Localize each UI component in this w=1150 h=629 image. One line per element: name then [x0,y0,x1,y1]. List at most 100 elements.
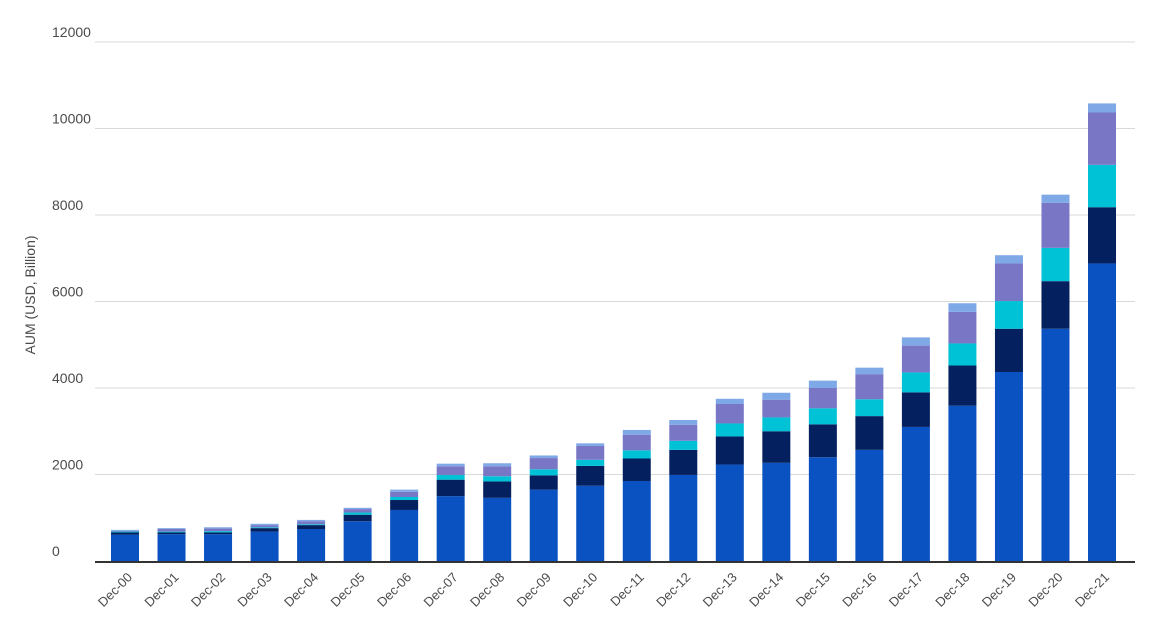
bar-segment [157,528,186,532]
bar-segment [1041,281,1070,329]
bar-segment [204,532,233,535]
x-tick-label: Dec-02 [188,570,228,610]
x-tick-label: Dec-16 [839,570,879,610]
bar-segment [808,408,837,425]
bar-segment [622,450,651,459]
y-axis-title: AUM (USD, Billion) [22,235,38,354]
bar-segment [994,301,1023,329]
bar-segment [250,527,279,529]
bar-segment [855,367,884,375]
bar-segment [808,388,837,409]
bar-segment [436,479,465,497]
bar-segment [576,465,605,486]
x-tick-label: Dec-07 [421,570,461,610]
bar-segment [901,337,930,346]
x-tick-label: Dec-21 [1072,570,1112,610]
bar-segment [111,531,139,533]
bar-segment [762,462,791,561]
x-tick-label: Dec-14 [746,570,786,610]
bar-segment [390,500,419,510]
bar-segment [529,475,558,490]
bar-segment [111,529,139,531]
bar-segment [343,512,372,515]
bar-segment [204,531,233,533]
bar-segment [715,464,744,561]
bar-segment [669,440,698,450]
bar-segment [669,474,698,561]
bar-segment [111,532,139,535]
bar-segment [855,399,884,417]
bar-segment [483,481,512,498]
bar-segment [343,507,372,510]
x-tick-label: Dec-00 [95,570,135,610]
bar-segment [622,480,651,561]
bar-segment [343,509,372,513]
bar-segment [855,416,884,450]
y-tick-label: 6000 [52,284,83,300]
bar-segment [483,463,512,467]
bar-segment [204,534,233,561]
x-tick-label: Dec-13 [700,570,740,610]
x-tick-label: Dec-08 [467,570,507,610]
bar-segment [157,528,186,529]
bar-segment [948,405,977,561]
y-tick-label: 4000 [52,370,83,386]
bar-segment [715,404,744,424]
x-tick-label: Dec-06 [374,570,414,610]
bar-segment [808,380,837,388]
bar-segment [901,345,930,373]
y-tick-label: 8000 [52,197,83,213]
x-tick-label: Dec-15 [793,570,833,610]
bar-segment [157,532,186,535]
bar-segment [1088,164,1116,208]
bar-segment [669,424,698,441]
bar-segment [436,466,465,475]
bar-segment [157,531,186,533]
bar-segment [297,519,326,522]
bar-segment [994,371,1023,561]
bar-segment [390,491,419,497]
bar-segment [250,523,279,526]
bar-segment [343,521,372,561]
bar-segment [1088,103,1116,113]
bar-segment [901,392,930,427]
y-tick-label: 2000 [52,457,83,473]
bar-segment [297,525,326,529]
bar-segment [204,527,233,529]
bar-segment [436,474,465,480]
x-tick-label: Dec-11 [607,570,647,610]
bars [111,103,1116,561]
bar-segment [715,436,744,465]
bar-segment [529,455,558,459]
bar-segment [390,496,419,501]
bar-segment [483,466,512,477]
x-tick-label: Dec-20 [1025,570,1065,610]
y-tick-label: 0 [52,543,60,559]
bar-segment [250,525,279,528]
bar-segment [297,524,326,526]
bar-segment [669,420,698,425]
gridlines [95,41,1135,475]
bar-segment [855,449,884,561]
bar-segment [994,263,1023,302]
bar-segment [1041,328,1070,561]
bar-segment [808,457,837,561]
x-axis-tick-labels: Dec-00 Dec-01 Dec-02 Dec-03 Dec-04 Dec-05 Dec-… [95,570,1112,610]
bar-segment [715,423,744,437]
bar-segment [762,399,791,418]
y-axis-tick-labels: 0 2000 4000 6000 8000 10000 12000 [52,24,91,559]
bar-segment [297,521,326,525]
bar-segment [1041,194,1070,203]
bar-segment [994,328,1023,372]
bar-segment [1088,112,1116,165]
bar-segment [762,417,791,432]
bar-segment [1041,202,1070,248]
bar-segment [343,514,372,522]
bar-segment [483,497,512,561]
x-tick-label: Dec-17 [886,570,926,610]
bar-segment [901,372,930,393]
bar-segment [157,534,186,561]
bar-segment [250,528,279,532]
bar-segment [483,476,512,482]
